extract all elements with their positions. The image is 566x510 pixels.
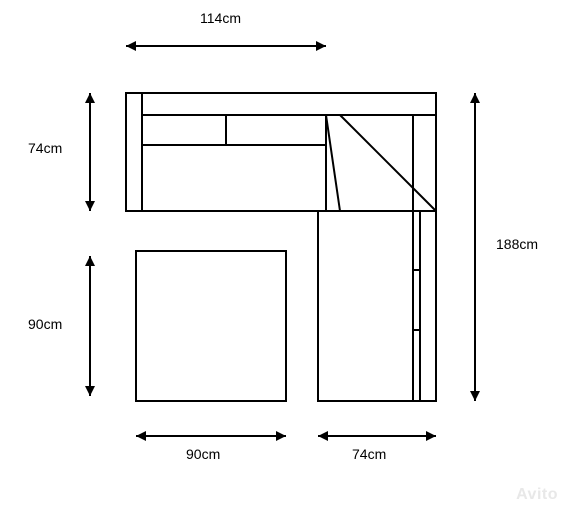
dim-label-right-188: 188cm: [496, 236, 538, 252]
dim-label-top-114: 114cm: [200, 10, 241, 26]
watermark: Avito: [516, 486, 558, 504]
dim-label-left-74: 74cm: [28, 140, 62, 156]
furniture-dimension-diagram: [0, 0, 566, 510]
dim-label-bottom-74: 74cm: [352, 446, 386, 462]
dim-label-left-90: 90cm: [28, 316, 62, 332]
dim-label-bottom-90: 90cm: [186, 446, 220, 462]
